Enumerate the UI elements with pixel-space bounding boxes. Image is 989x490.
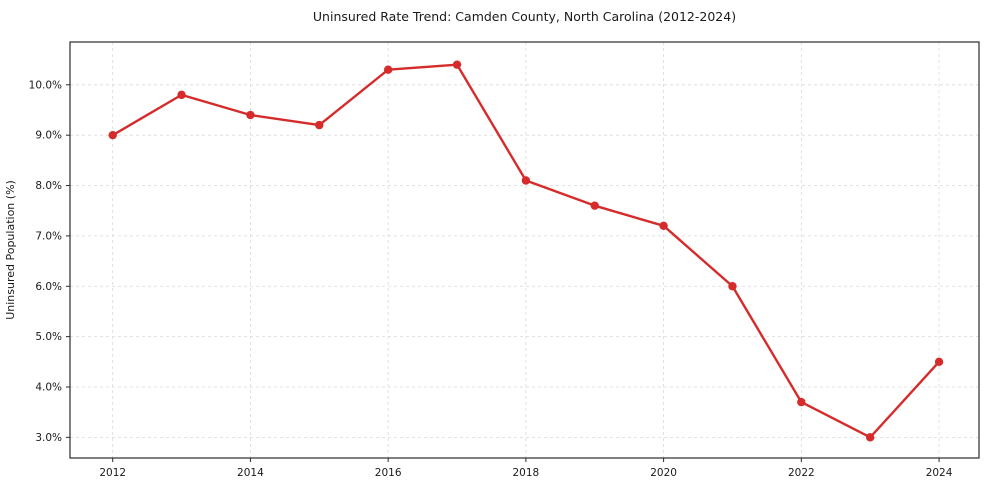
x-tick-label: 2024 [926,467,953,479]
data-point [383,65,393,74]
data-point [452,60,462,69]
data-point [177,90,186,100]
y-tick-label: 10.0% [29,79,62,91]
y-tick-label: 4.0% [35,381,62,393]
data-point [934,357,944,367]
y-axis-label: Uninsured Population (%) [4,180,17,320]
x-tick-label: 2014 [237,467,264,479]
y-tick-label: 3.0% [35,432,62,444]
x-tick-label: 2018 [513,467,540,479]
data-point [865,433,875,442]
data-point [246,110,255,120]
data-point [315,120,324,130]
data-point [521,176,531,185]
data-point [108,130,117,140]
y-tick-label: 7.0% [35,230,62,242]
y-tick-label: 6.0% [35,281,62,293]
data-point [659,221,668,231]
x-tick-label: 2022 [788,467,815,479]
x-tick-label: 2016 [375,467,402,479]
x-tick-label: 2012 [99,467,126,479]
y-tick-label: 9.0% [35,130,62,142]
data-point [797,397,806,407]
y-tick-label: 5.0% [35,331,62,343]
data-point [728,282,737,291]
y-tick-label: 8.0% [35,180,62,192]
data-point [590,201,599,210]
plot-border [69,41,980,459]
x-tick-label: 2020 [650,467,677,479]
chart-title: Uninsured Rate Trend: Camden County, Nor… [312,9,737,24]
